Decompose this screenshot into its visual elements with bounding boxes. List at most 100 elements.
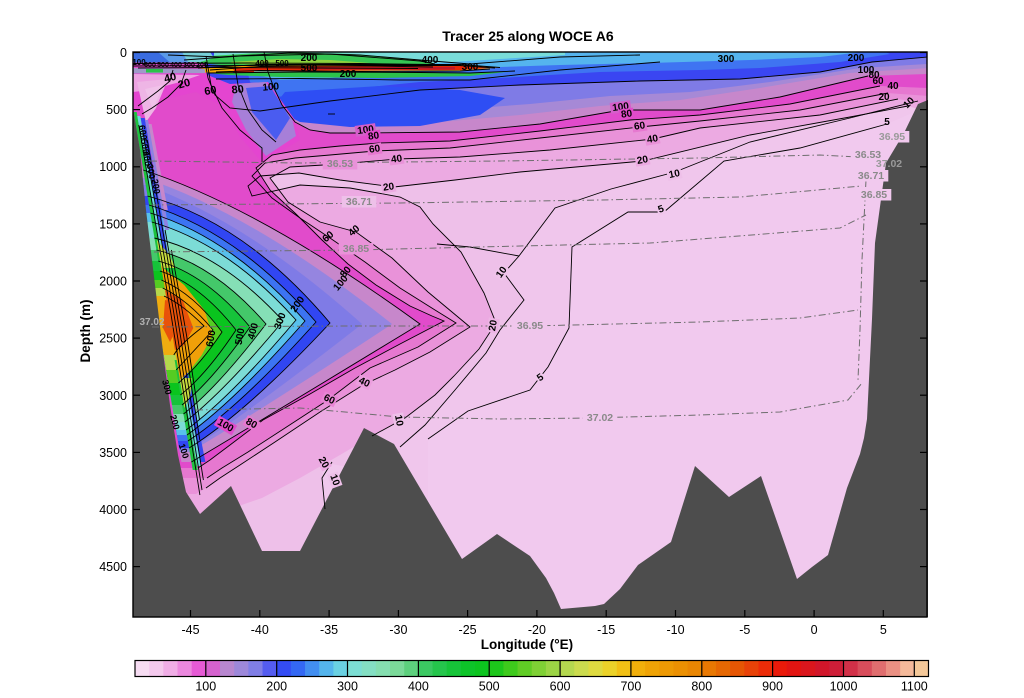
svg-text:37.02: 37.02 xyxy=(876,158,902,170)
svg-text:36.71: 36.71 xyxy=(346,196,372,208)
svg-text:500: 500 xyxy=(479,680,500,694)
svg-text:300: 300 xyxy=(160,379,174,396)
svg-text:5: 5 xyxy=(657,203,666,215)
svg-text:-15: -15 xyxy=(597,623,615,637)
svg-text:36.71: 36.71 xyxy=(858,170,884,182)
svg-text:500: 500 xyxy=(275,59,289,68)
svg-text:300: 300 xyxy=(462,62,479,73)
svg-text:500: 500 xyxy=(234,327,248,346)
svg-text:100: 100 xyxy=(858,65,875,76)
svg-text:36.95: 36.95 xyxy=(517,320,543,332)
svg-text:60: 60 xyxy=(872,76,884,87)
svg-text:600: 600 xyxy=(550,680,571,694)
svg-text:10: 10 xyxy=(327,473,341,488)
svg-text:40: 40 xyxy=(390,153,403,166)
svg-text:0: 0 xyxy=(811,623,818,637)
svg-text:900: 900 xyxy=(762,680,783,694)
svg-text:300: 300 xyxy=(145,163,157,180)
svg-text:37.02: 37.02 xyxy=(139,317,164,328)
svg-text:300: 300 xyxy=(183,62,195,69)
svg-text:400: 400 xyxy=(246,321,261,340)
svg-text:36.95: 36.95 xyxy=(879,131,905,143)
svg-text:200: 200 xyxy=(848,53,865,64)
svg-text:-30: -30 xyxy=(389,623,407,637)
svg-text:4500: 4500 xyxy=(99,560,127,574)
svg-text:4000: 4000 xyxy=(99,503,127,517)
svg-text:300: 300 xyxy=(718,54,735,65)
svg-text:600: 600 xyxy=(205,329,219,348)
svg-text:20: 20 xyxy=(636,154,649,167)
svg-text:60: 60 xyxy=(203,84,217,98)
svg-text:-20: -20 xyxy=(528,623,546,637)
svg-text:-10: -10 xyxy=(666,623,684,637)
svg-text:500: 500 xyxy=(106,103,127,117)
svg-text:400: 400 xyxy=(255,59,269,68)
svg-text:40: 40 xyxy=(887,81,899,92)
svg-text:5: 5 xyxy=(880,623,887,637)
svg-text:20: 20 xyxy=(878,92,890,103)
svg-text:2500: 2500 xyxy=(99,332,127,346)
svg-text:1100: 1100 xyxy=(901,680,928,694)
svg-text:36.85: 36.85 xyxy=(861,189,887,201)
svg-text:20: 20 xyxy=(177,77,192,92)
svg-text:36.53: 36.53 xyxy=(855,149,881,161)
svg-text:Depth (m): Depth (m) xyxy=(78,300,93,363)
svg-text:400: 400 xyxy=(422,55,439,66)
svg-text:37.02: 37.02 xyxy=(587,412,613,424)
svg-text:80: 80 xyxy=(231,84,244,97)
svg-text:400: 400 xyxy=(141,150,153,167)
svg-text:60: 60 xyxy=(322,392,337,407)
svg-text:300: 300 xyxy=(337,680,358,694)
svg-text:1000: 1000 xyxy=(830,680,858,694)
svg-text:60: 60 xyxy=(633,120,646,133)
svg-text:600: 600 xyxy=(137,124,149,141)
svg-text:-25: -25 xyxy=(459,623,477,637)
svg-text:600: 600 xyxy=(144,62,156,69)
svg-text:80: 80 xyxy=(244,416,260,431)
svg-text:0: 0 xyxy=(120,46,127,60)
svg-text:5: 5 xyxy=(884,117,890,128)
svg-text:100: 100 xyxy=(132,58,146,67)
svg-text:80: 80 xyxy=(868,70,880,81)
svg-text:-5: -5 xyxy=(739,623,750,637)
svg-text:40: 40 xyxy=(357,375,372,390)
svg-text:200: 200 xyxy=(150,178,162,195)
svg-text:1000: 1000 xyxy=(99,160,127,174)
svg-text:5: 5 xyxy=(535,372,546,384)
svg-text:100: 100 xyxy=(177,442,191,459)
svg-text:500: 500 xyxy=(301,63,318,74)
svg-text:10: 10 xyxy=(392,414,405,427)
svg-text:36.85: 36.85 xyxy=(343,243,369,255)
svg-text:20: 20 xyxy=(382,181,395,194)
svg-text:10: 10 xyxy=(668,168,682,181)
svg-text:100: 100 xyxy=(195,680,216,694)
svg-text:-35: -35 xyxy=(320,623,338,637)
svg-text:200: 200 xyxy=(266,680,287,694)
svg-text:Tracer 25 along WOCE A6: Tracer 25 along WOCE A6 xyxy=(442,28,614,44)
svg-text:40: 40 xyxy=(163,71,178,86)
svg-text:60: 60 xyxy=(368,143,381,156)
svg-text:500: 500 xyxy=(139,138,151,155)
svg-text:2000: 2000 xyxy=(99,275,127,289)
svg-text:1500: 1500 xyxy=(99,217,127,231)
svg-text:20: 20 xyxy=(316,455,331,471)
svg-text:200: 200 xyxy=(340,69,357,80)
svg-text:200: 200 xyxy=(196,62,208,69)
svg-text:700: 700 xyxy=(620,680,641,694)
svg-text:800: 800 xyxy=(691,680,712,694)
svg-text:3000: 3000 xyxy=(99,389,127,403)
svg-text:3500: 3500 xyxy=(99,446,127,460)
svg-text:-45: -45 xyxy=(181,623,199,637)
svg-text:36.53: 36.53 xyxy=(327,158,353,170)
svg-text:500: 500 xyxy=(157,62,169,69)
svg-text:80: 80 xyxy=(367,130,380,143)
svg-text:400: 400 xyxy=(170,62,182,69)
svg-text:400: 400 xyxy=(408,680,429,694)
svg-text:40: 40 xyxy=(646,133,659,146)
svg-text:100: 100 xyxy=(262,81,280,93)
svg-text:20: 20 xyxy=(487,319,500,332)
svg-text:-40: -40 xyxy=(251,623,269,637)
svg-text:200: 200 xyxy=(168,414,182,431)
svg-text:200: 200 xyxy=(301,53,318,64)
svg-text:80: 80 xyxy=(620,108,633,121)
